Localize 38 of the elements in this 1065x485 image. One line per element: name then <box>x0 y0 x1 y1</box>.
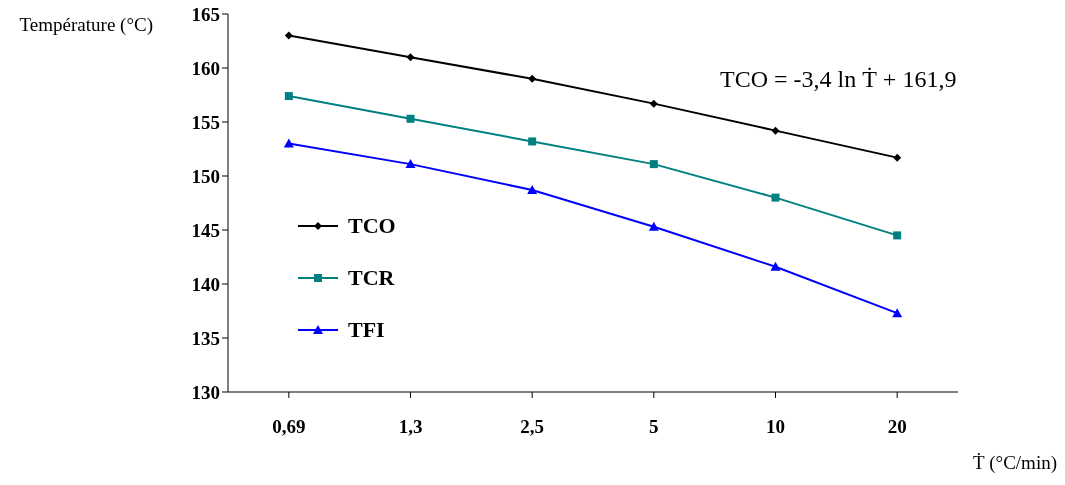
legend-label: TCR <box>348 265 395 291</box>
point <box>406 53 415 62</box>
point <box>649 160 658 169</box>
y-tick-label: 145 <box>191 219 220 241</box>
x-tick-label: 5 <box>649 416 659 438</box>
point <box>893 153 902 162</box>
x-tick-label: 20 <box>887 416 907 438</box>
y-tick-label: 155 <box>191 111 220 133</box>
point <box>527 185 538 195</box>
point <box>649 99 658 108</box>
y-tick-label: 165 <box>191 3 220 25</box>
x-tick-label: 1,3 <box>398 416 423 438</box>
legend-label: TCO <box>348 213 396 239</box>
point <box>771 126 780 135</box>
y-tick-label: 140 <box>191 273 220 295</box>
point <box>406 114 415 123</box>
y-tick-label: 135 <box>191 327 220 349</box>
y-tick-label: 130 <box>191 381 220 403</box>
point <box>892 308 903 318</box>
annotation: TCO = -3,4 ln Ṫ + 161,9 <box>720 66 957 93</box>
point <box>283 138 294 148</box>
legend-label: TFI <box>348 317 385 343</box>
point <box>528 137 537 146</box>
point <box>770 261 781 271</box>
y-axis-title: Température (°C) <box>18 13 153 37</box>
point <box>528 74 537 83</box>
y-tick-label: 150 <box>191 165 220 187</box>
x-tick-label: 0,69 <box>272 416 306 438</box>
point <box>893 231 902 240</box>
point <box>771 193 780 202</box>
x-tick-label: 2,5 <box>520 416 545 438</box>
point <box>284 31 293 40</box>
point <box>284 92 293 101</box>
y-tick-label: 160 <box>191 57 220 79</box>
x-tick-label: 10 <box>766 416 785 438</box>
x-axis-title: Ṫ (°C/min) <box>972 452 1057 474</box>
point <box>648 221 659 231</box>
point <box>405 159 416 169</box>
